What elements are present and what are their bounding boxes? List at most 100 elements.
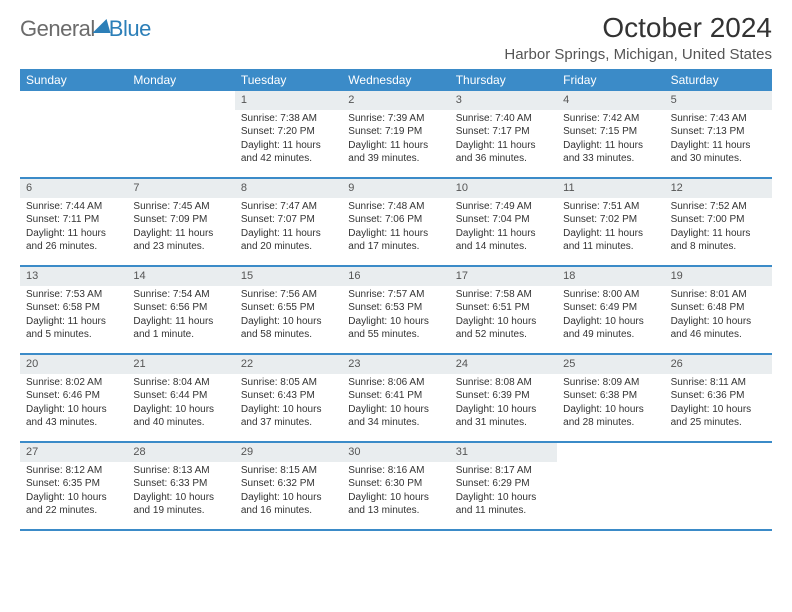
- cell-body: Sunrise: 8:11 AMSunset: 6:36 PMDaylight:…: [665, 374, 772, 434]
- cell-body: Sunrise: 7:44 AMSunset: 7:11 PMDaylight:…: [20, 198, 127, 258]
- day-number: 14: [127, 267, 234, 286]
- daylight-text: Daylight: 11 hours and 23 minutes.: [133, 227, 228, 254]
- calendar-cell: 21Sunrise: 8:04 AMSunset: 6:44 PMDayligh…: [127, 355, 234, 441]
- sunrise-text: Sunrise: 7:57 AM: [348, 288, 443, 302]
- day-number: 18: [557, 267, 664, 286]
- daylight-text: Daylight: 10 hours and 40 minutes.: [133, 403, 228, 430]
- weekday-header: Wednesday: [342, 69, 449, 91]
- daylight-text: Daylight: 11 hours and 42 minutes.: [241, 139, 336, 166]
- calendar-cell: 18Sunrise: 8:00 AMSunset: 6:49 PMDayligh…: [557, 267, 664, 353]
- sunrise-text: Sunrise: 7:40 AM: [456, 112, 551, 126]
- sunset-text: Sunset: 7:17 PM: [456, 125, 551, 139]
- day-number: 8: [235, 179, 342, 198]
- day-number: 12: [665, 179, 772, 198]
- weekday-header-row: SundayMondayTuesdayWednesdayThursdayFrid…: [20, 69, 772, 91]
- sunset-text: Sunset: 7:02 PM: [563, 213, 658, 227]
- sunrise-text: Sunrise: 7:53 AM: [26, 288, 121, 302]
- daylight-text: Daylight: 10 hours and 49 minutes.: [563, 315, 658, 342]
- calendar-cell: 28Sunrise: 8:13 AMSunset: 6:33 PMDayligh…: [127, 443, 234, 529]
- day-number: 19: [665, 267, 772, 286]
- cell-body: Sunrise: 7:57 AMSunset: 6:53 PMDaylight:…: [342, 286, 449, 346]
- calendar-cell: 23Sunrise: 8:06 AMSunset: 6:41 PMDayligh…: [342, 355, 449, 441]
- cell-body: Sunrise: 7:53 AMSunset: 6:58 PMDaylight:…: [20, 286, 127, 346]
- calendar-cell-empty: [127, 91, 234, 177]
- sunset-text: Sunset: 6:53 PM: [348, 301, 443, 315]
- cell-body: Sunrise: 8:15 AMSunset: 6:32 PMDaylight:…: [235, 462, 342, 522]
- day-number: 26: [665, 355, 772, 374]
- daylight-text: Daylight: 10 hours and 34 minutes.: [348, 403, 443, 430]
- sunset-text: Sunset: 7:15 PM: [563, 125, 658, 139]
- calendar-cell: 6Sunrise: 7:44 AMSunset: 7:11 PMDaylight…: [20, 179, 127, 265]
- sunrise-text: Sunrise: 7:38 AM: [241, 112, 336, 126]
- cell-body: Sunrise: 7:51 AMSunset: 7:02 PMDaylight:…: [557, 198, 664, 258]
- calendar-cell: 15Sunrise: 7:56 AMSunset: 6:55 PMDayligh…: [235, 267, 342, 353]
- sunset-text: Sunset: 6:32 PM: [241, 477, 336, 491]
- sunrise-text: Sunrise: 7:58 AM: [456, 288, 551, 302]
- sunset-text: Sunset: 6:29 PM: [456, 477, 551, 491]
- sunset-text: Sunset: 7:11 PM: [26, 213, 121, 227]
- calendar-cell: 5Sunrise: 7:43 AMSunset: 7:13 PMDaylight…: [665, 91, 772, 177]
- day-number: 20: [20, 355, 127, 374]
- week-row: 20Sunrise: 8:02 AMSunset: 6:46 PMDayligh…: [20, 355, 772, 443]
- sunset-text: Sunset: 6:30 PM: [348, 477, 443, 491]
- cell-body: Sunrise: 7:49 AMSunset: 7:04 PMDaylight:…: [450, 198, 557, 258]
- weekday-header: Friday: [557, 69, 664, 91]
- week-row: 27Sunrise: 8:12 AMSunset: 6:35 PMDayligh…: [20, 443, 772, 531]
- daylight-text: Daylight: 11 hours and 39 minutes.: [348, 139, 443, 166]
- calendar-cell: 31 Sunrise: 8:17 AMSunset: 6:29 PMDayligh…: [450, 443, 557, 529]
- weekday-header: Thursday: [450, 69, 557, 91]
- calendar-cell: 4Sunrise: 7:42 AMSunset: 7:15 PMDaylight…: [557, 91, 664, 177]
- daylight-text: Daylight: 11 hours and 8 minutes.: [671, 227, 766, 254]
- day-number: 17: [450, 267, 557, 286]
- sunset-text: Sunset: 7:19 PM: [348, 125, 443, 139]
- sunset-text: Sunset: 6:55 PM: [241, 301, 336, 315]
- calendar-cell: 12Sunrise: 7:52 AMSunset: 7:00 PMDayligh…: [665, 179, 772, 265]
- logo-text-general: General: [20, 16, 95, 42]
- day-number: 27: [20, 443, 127, 462]
- sunrise-text: Sunrise: 7:48 AM: [348, 200, 443, 214]
- daylight-text: Daylight: 10 hours and 11 minutes.: [456, 491, 551, 518]
- cell-body: Sunrise: 7:45 AMSunset: 7:09 PMDaylight:…: [127, 198, 234, 258]
- calendar-cell: 11Sunrise: 7:51 AMSunset: 7:02 PMDayligh…: [557, 179, 664, 265]
- day-number: 11: [557, 179, 664, 198]
- sunset-text: Sunset: 6:56 PM: [133, 301, 228, 315]
- sunrise-text: Sunrise: 8:17 AM: [456, 464, 551, 478]
- sunrise-text: Sunrise: 8:08 AM: [456, 376, 551, 390]
- sunset-text: Sunset: 6:35 PM: [26, 477, 121, 491]
- sunrise-text: Sunrise: 8:00 AM: [563, 288, 658, 302]
- daylight-text: Daylight: 11 hours and 17 minutes.: [348, 227, 443, 254]
- daylight-text: Daylight: 10 hours and 58 minutes.: [241, 315, 336, 342]
- title-block: October 2024 Harbor Springs, Michigan, U…: [504, 12, 772, 63]
- weekday-header: Tuesday: [235, 69, 342, 91]
- sunset-text: Sunset: 6:33 PM: [133, 477, 228, 491]
- day-number: 31: [450, 443, 557, 462]
- sunrise-text: Sunrise: 8:05 AM: [241, 376, 336, 390]
- sunrise-text: Sunrise: 7:54 AM: [133, 288, 228, 302]
- calendar-cell: 24Sunrise: 8:08 AMSunset: 6:39 PMDayligh…: [450, 355, 557, 441]
- calendar-cell: 30Sunrise: 8:16 AMSunset: 6:30 PMDayligh…: [342, 443, 449, 529]
- day-number: 10: [450, 179, 557, 198]
- sunrise-text: Sunrise: 8:16 AM: [348, 464, 443, 478]
- calendar-cell: 7Sunrise: 7:45 AMSunset: 7:09 PMDaylight…: [127, 179, 234, 265]
- sunrise-text: Sunrise: 8:13 AM: [133, 464, 228, 478]
- calendar-cell: 9Sunrise: 7:48 AMSunset: 7:06 PMDaylight…: [342, 179, 449, 265]
- cell-body: Sunrise: 7:56 AMSunset: 6:55 PMDaylight:…: [235, 286, 342, 346]
- cell-body: Sunrise: 8:08 AMSunset: 6:39 PMDaylight:…: [450, 374, 557, 434]
- calendar-cell-empty: [20, 91, 127, 177]
- daylight-text: Daylight: 10 hours and 13 minutes.: [348, 491, 443, 518]
- sunset-text: Sunset: 6:51 PM: [456, 301, 551, 315]
- sunset-text: Sunset: 7:06 PM: [348, 213, 443, 227]
- sunset-text: Sunset: 7:07 PM: [241, 213, 336, 227]
- cell-body: Sunrise: 8:12 AMSunset: 6:35 PMDaylight:…: [20, 462, 127, 522]
- daylight-text: Daylight: 10 hours and 52 minutes.: [456, 315, 551, 342]
- cell-body: Sunrise: 7:38 AMSunset: 7:20 PMDaylight:…: [235, 110, 342, 170]
- cell-body: Sunrise: 8:01 AMSunset: 6:48 PMDaylight:…: [665, 286, 772, 346]
- calendar-cell: 20Sunrise: 8:02 AMSunset: 6:46 PMDayligh…: [20, 355, 127, 441]
- day-number: 2: [342, 91, 449, 110]
- cell-body: Sunrise: 7:40 AMSunset: 7:17 PMDaylight:…: [450, 110, 557, 170]
- day-number: 3: [450, 91, 557, 110]
- cell-body: Sunrise: 7:58 AMSunset: 6:51 PMDaylight:…: [450, 286, 557, 346]
- weekday-header: Sunday: [20, 69, 127, 91]
- daylight-text: Daylight: 10 hours and 28 minutes.: [563, 403, 658, 430]
- day-number: 23: [342, 355, 449, 374]
